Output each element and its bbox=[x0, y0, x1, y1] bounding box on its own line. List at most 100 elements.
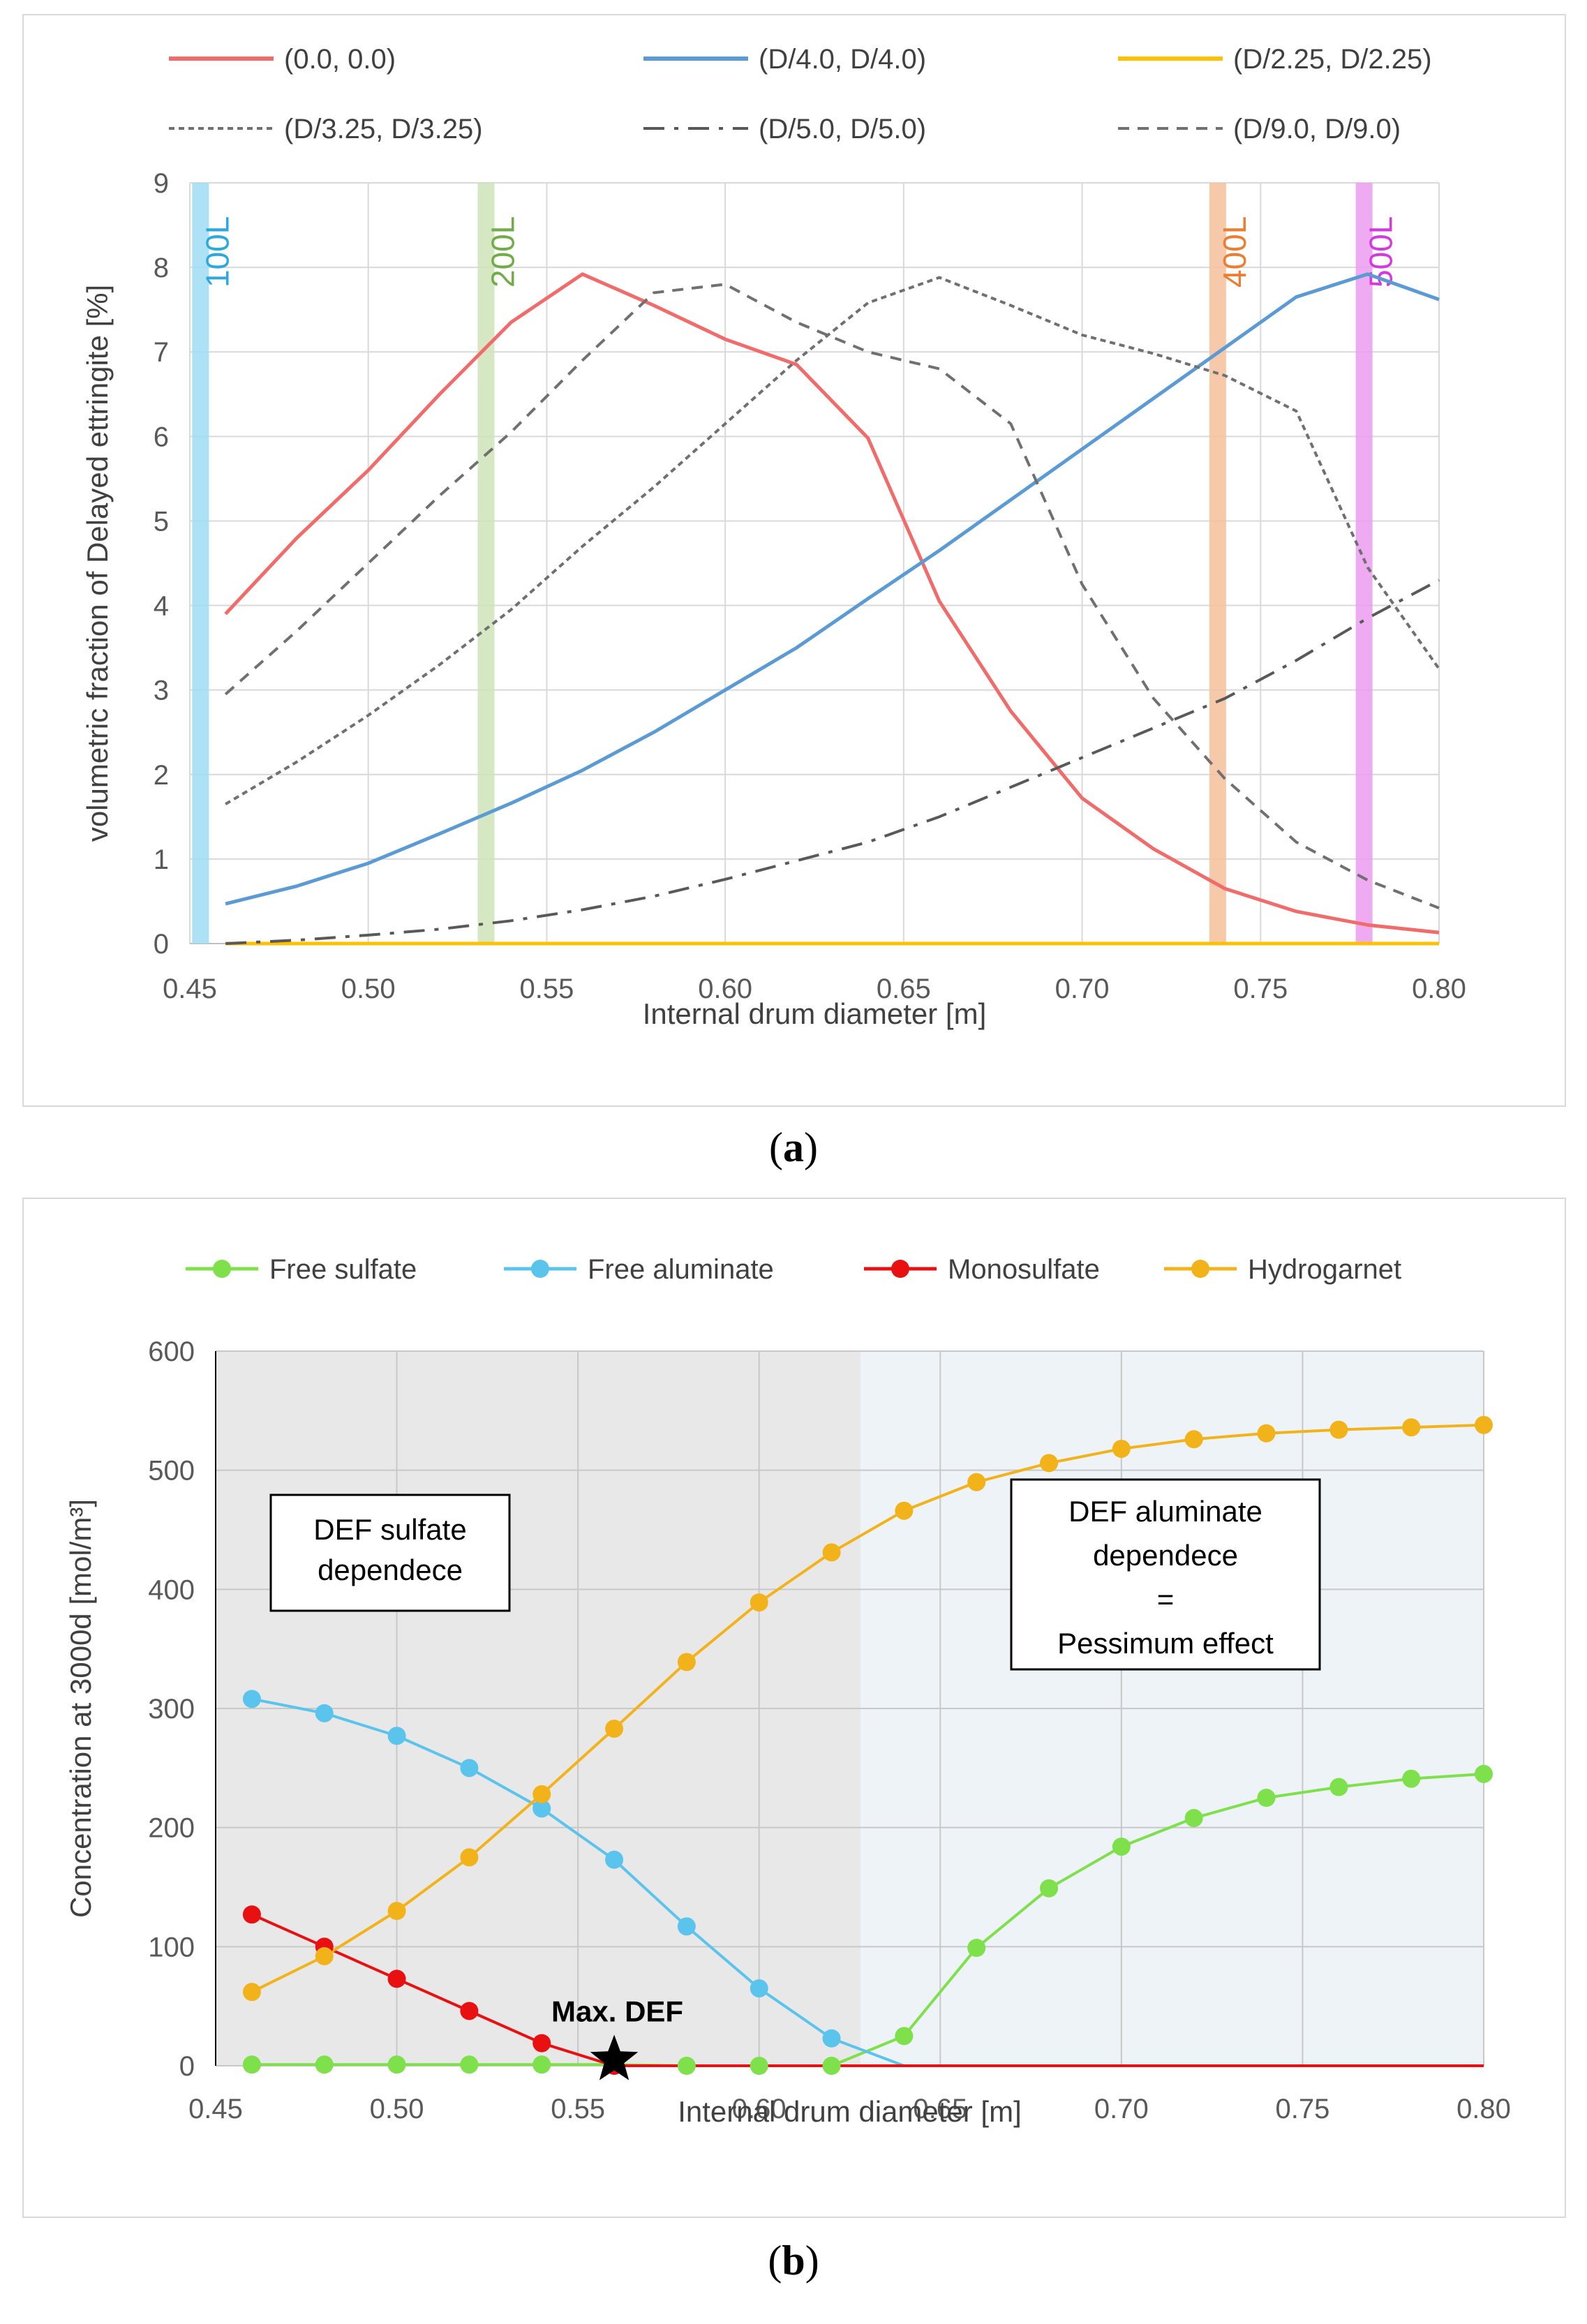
series-line bbox=[224, 283, 1440, 909]
data-point bbox=[315, 2055, 334, 2074]
legend-label: Free aluminate bbox=[588, 1254, 774, 1285]
x-axis-title: Internal drum diameter [m] bbox=[643, 997, 987, 1030]
chart-panel-b: 0 100 200 300 400 500 600 0.45 0.50 0.55 0.60 0.65 0… bbox=[22, 1198, 1566, 2218]
data-point bbox=[1329, 1778, 1348, 1796]
x-tick-label: 0.75 bbox=[1275, 2094, 1329, 2124]
data-point bbox=[750, 2057, 768, 2075]
data-point bbox=[967, 1473, 986, 1491]
y-tick-label: 300 bbox=[148, 1694, 195, 1725]
x-tick-label: 0.50 bbox=[370, 2094, 424, 2124]
data-point bbox=[1040, 1879, 1059, 1898]
y-tick-label: 0 bbox=[179, 2051, 195, 2082]
annotation-box bbox=[1010, 1478, 1321, 1671]
chart-panel-a: 0 1 2 3 4 5 6 7 8 9 0.45 0.50 0.55 0.60 0.65 0.70 0.75 0.… bbox=[22, 14, 1566, 1107]
data-point bbox=[605, 1720, 624, 1738]
y-tick-label: 3 bbox=[154, 676, 169, 706]
x-tick-label: 0.65 bbox=[877, 974, 931, 1004]
series-line bbox=[251, 1423, 1484, 1993]
data-point bbox=[315, 1946, 334, 1965]
legend-marker bbox=[1191, 1260, 1209, 1278]
annotation-text: DEF aluminate bbox=[1068, 1495, 1262, 1528]
series-line bbox=[225, 272, 1440, 906]
legend-label: (D/4.0, D/4.0) bbox=[759, 44, 926, 75]
y-tick-label: 4 bbox=[154, 591, 169, 622]
x-tick-label: 0.45 bbox=[163, 974, 217, 1004]
legend-label: (D/3.25, D/3.25) bbox=[284, 114, 483, 144]
y-tick-label: 400 bbox=[148, 1574, 195, 1605]
data-point bbox=[1112, 1837, 1131, 1856]
series-line bbox=[225, 579, 1440, 945]
volume-band-label: 500L bbox=[1363, 216, 1399, 288]
data-point bbox=[1475, 1415, 1493, 1434]
annotation-text: DEF sulfate bbox=[313, 1513, 466, 1546]
data-point bbox=[532, 1785, 551, 1803]
data-point bbox=[677, 2057, 696, 2075]
x-tick-label: 0.65 bbox=[913, 2094, 967, 2124]
x-tick-label: 0.60 bbox=[732, 2094, 787, 2124]
legend-marker bbox=[891, 1260, 909, 1278]
data-point bbox=[1402, 1418, 1421, 1437]
legend-marker bbox=[531, 1260, 549, 1278]
data-point bbox=[1257, 1789, 1276, 1807]
data-point bbox=[967, 1939, 986, 1958]
data-point bbox=[1184, 1430, 1203, 1449]
y-tick-label: 0 bbox=[154, 929, 169, 960]
data-point bbox=[605, 1850, 624, 1869]
legend-label: Free sulfate bbox=[269, 1254, 417, 1285]
data-point bbox=[387, 2055, 406, 2074]
volume-band-label: 100L bbox=[199, 216, 235, 288]
x-axis-title: Internal drum diameter [m] bbox=[678, 2095, 1022, 2128]
y-tick-label: 1 bbox=[154, 844, 169, 875]
legend-label: (D/2.25, D/2.25) bbox=[1233, 44, 1432, 75]
legend-label: Hydrogarnet bbox=[1248, 1254, 1401, 1285]
data-point bbox=[1257, 1424, 1276, 1443]
data-point bbox=[750, 1979, 768, 1998]
x-tick-label: 0.55 bbox=[551, 2094, 605, 2124]
data-point bbox=[750, 1593, 768, 1612]
volume-band bbox=[1355, 183, 1373, 944]
data-point bbox=[532, 2034, 551, 2053]
data-point bbox=[387, 1969, 406, 1988]
data-point bbox=[1402, 1769, 1421, 1788]
y-tick-label: 100 bbox=[148, 1932, 195, 1962]
volume-band bbox=[1209, 183, 1226, 944]
data-point bbox=[242, 2055, 261, 2074]
annotation-text: dependece bbox=[318, 1554, 463, 1586]
data-point bbox=[1475, 1764, 1493, 1783]
series-line bbox=[251, 1697, 905, 2067]
legend-label: Monosulfate bbox=[948, 1254, 1100, 1285]
data-point bbox=[532, 1799, 551, 1818]
data-point bbox=[387, 1902, 406, 1921]
volume-band bbox=[477, 183, 495, 944]
data-point bbox=[677, 1917, 696, 1936]
chart-b-svg: 0 100 200 300 400 500 600 0.45 0.50 0.55 0.60 0.65 0… bbox=[64, 1254, 1511, 2128]
legend-label: (D/9.0, D/9.0) bbox=[1233, 114, 1401, 144]
legend-label: (0.0, 0.0) bbox=[284, 44, 396, 75]
data-point bbox=[822, 2029, 841, 2048]
data-point bbox=[460, 2055, 479, 2074]
x-tick-label: 0.80 bbox=[1412, 974, 1466, 1004]
data-point bbox=[532, 2055, 551, 2074]
x-tick-label: 0.75 bbox=[1233, 974, 1288, 1004]
annotation-box bbox=[269, 1494, 511, 1612]
legend-label: (D/5.0, D/5.0) bbox=[759, 114, 926, 144]
data-point bbox=[677, 1653, 696, 1671]
x-tick-label: 0.55 bbox=[519, 974, 574, 1004]
data-point bbox=[242, 1690, 261, 1708]
data-point bbox=[1329, 1420, 1348, 1439]
x-tick-label: 0.50 bbox=[341, 974, 396, 1004]
data-point bbox=[822, 1543, 841, 1562]
x-tick-label: 0.70 bbox=[1055, 974, 1110, 1004]
annotation-text: Pessimum effect bbox=[1057, 1627, 1274, 1660]
y-tick-label: 200 bbox=[148, 1813, 195, 1844]
data-point bbox=[895, 1501, 914, 1520]
data-point bbox=[387, 1727, 406, 1745]
legend-marker bbox=[213, 1260, 231, 1278]
data-point bbox=[1112, 1439, 1131, 1458]
chart-a-svg: 0 1 2 3 4 5 6 7 8 9 0.45 0.50 0.55 0.60 0.65 0.70 0.75 0.… bbox=[81, 44, 1466, 1030]
y-tick-label: 5 bbox=[154, 506, 169, 537]
caption-a: (a) bbox=[769, 1124, 818, 1170]
y-tick-label: 7 bbox=[154, 337, 169, 368]
data-point bbox=[1040, 1454, 1059, 1473]
x-tick-label: 0.60 bbox=[698, 974, 752, 1004]
